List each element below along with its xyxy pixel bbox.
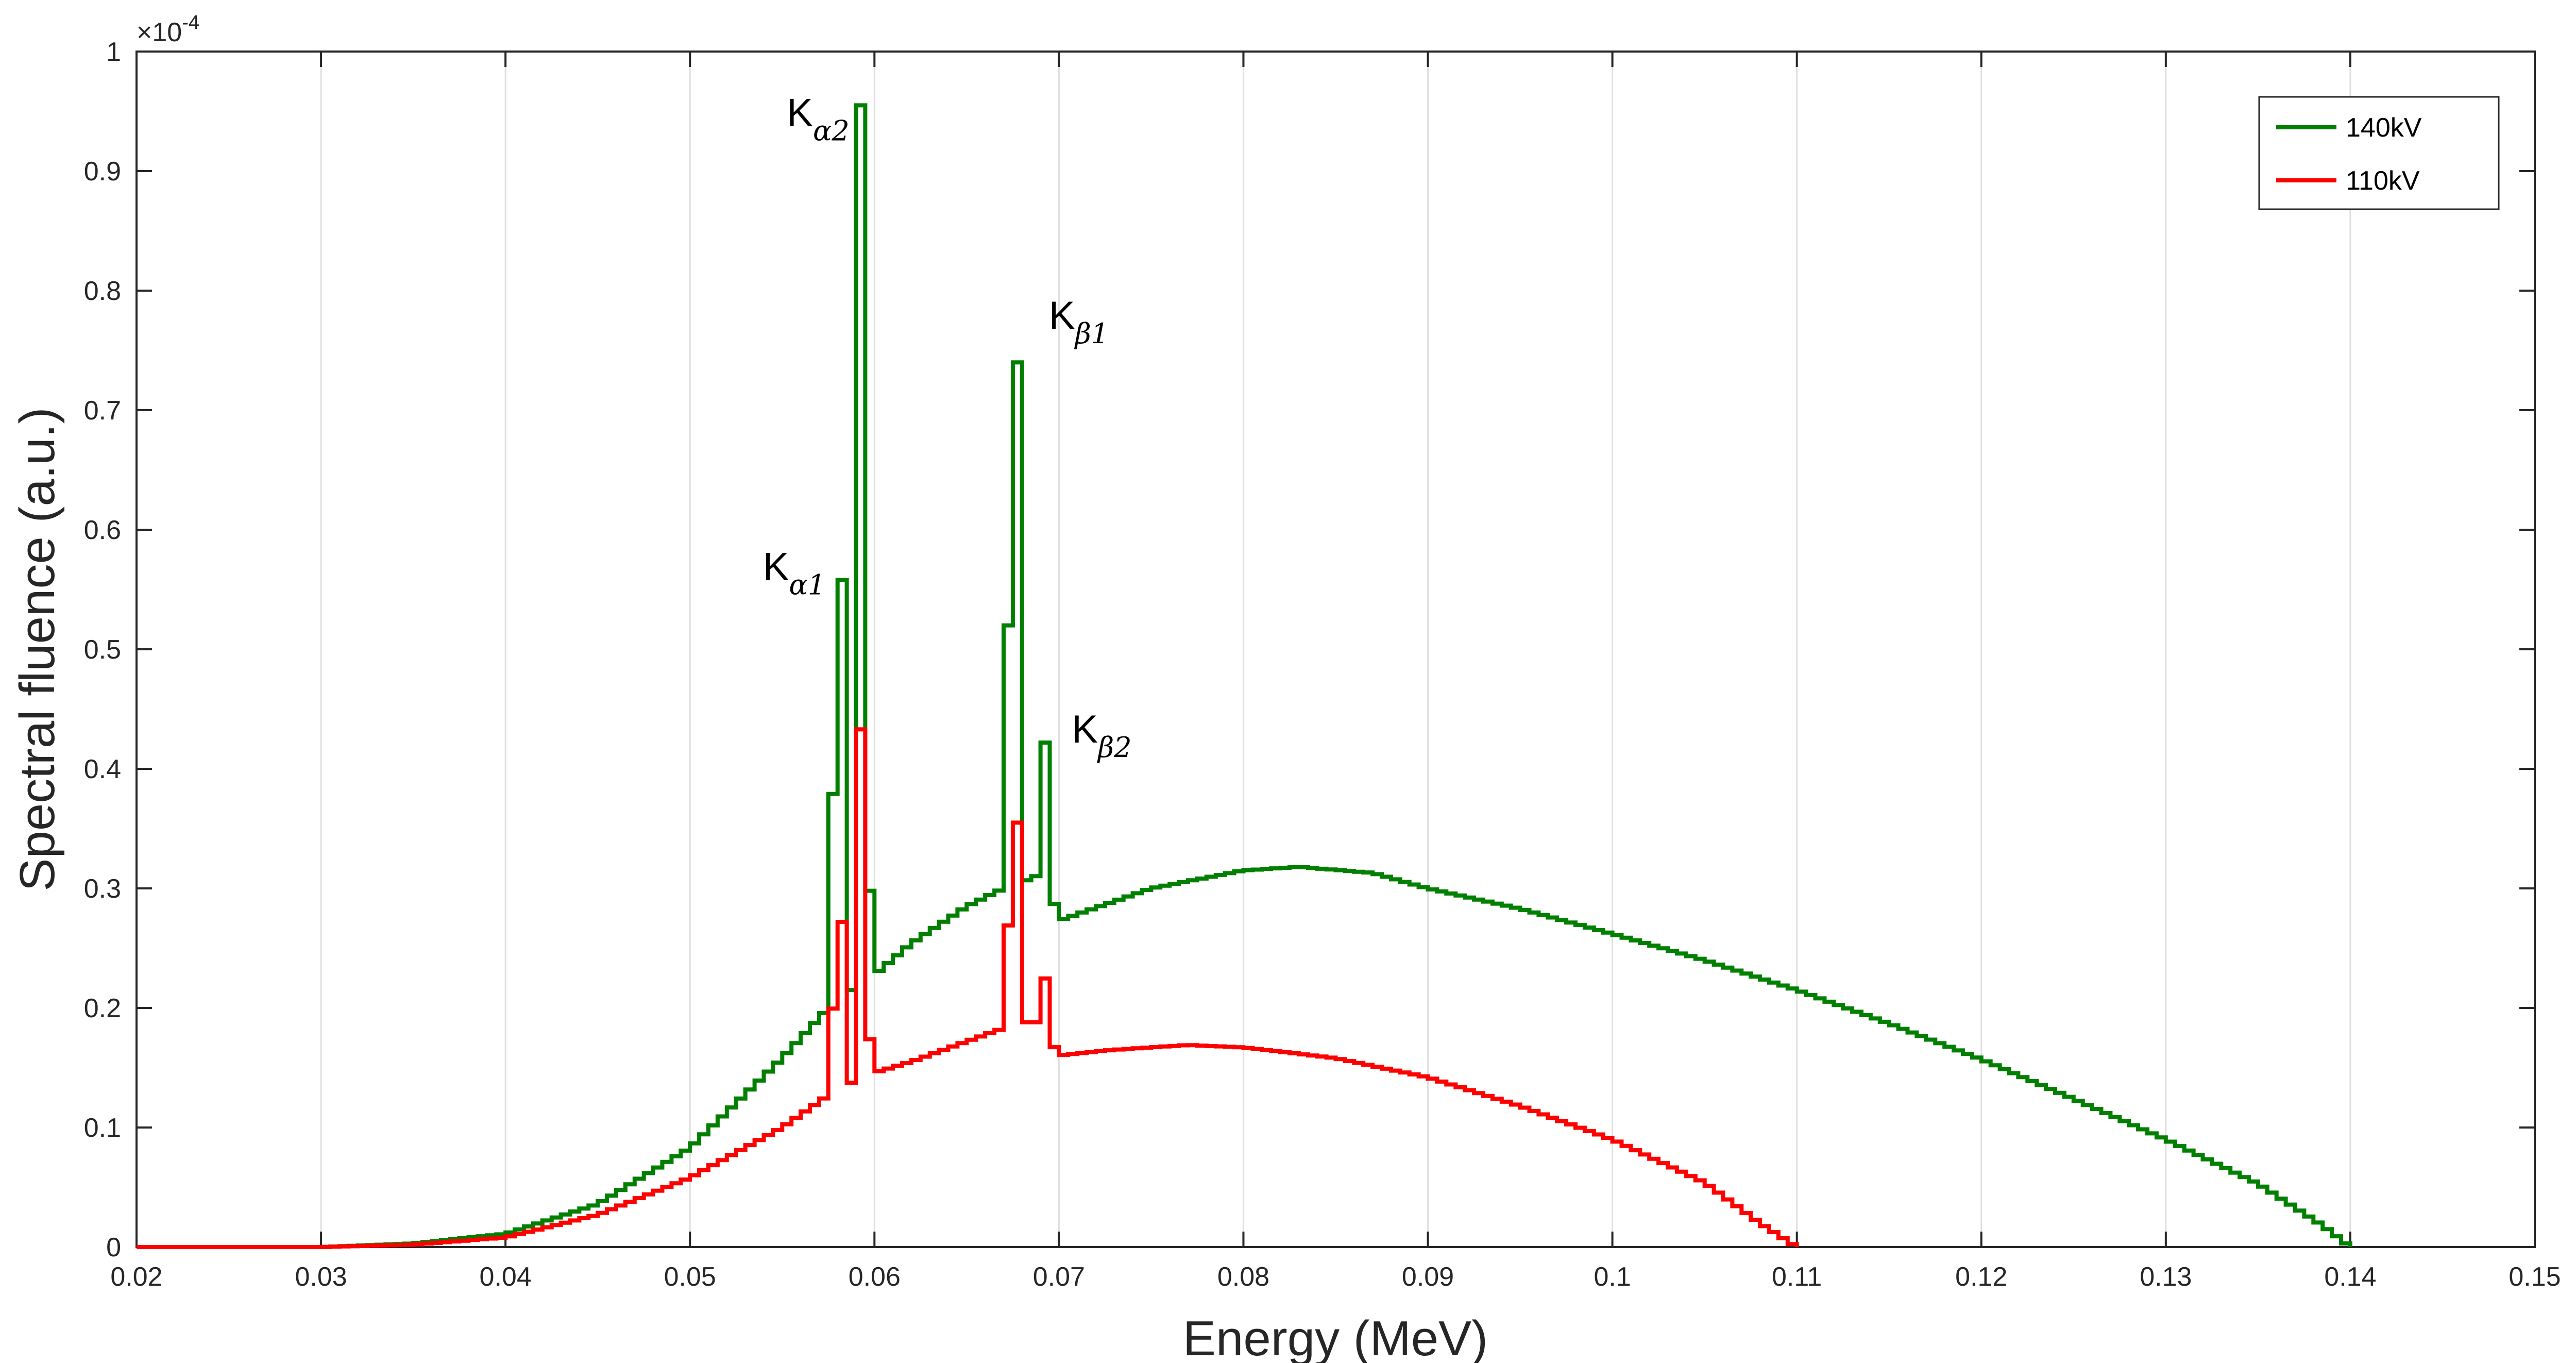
y-tick-label: 0.1: [84, 1113, 121, 1143]
x-tick-label: 0.06: [849, 1262, 901, 1292]
y-multiplier: ×10-4: [137, 12, 199, 47]
peak-label: Kα1: [763, 545, 826, 601]
axis-ticks: 0.02 0.03 0.04 0.05 0.06 0.07 0.08 0.09 0.1 0.11 0…: [84, 37, 2561, 1292]
grid-lines: [320, 52, 2351, 1247]
peak-label: Kβ2: [1072, 708, 1131, 764]
y-tick-label: 1: [106, 37, 121, 67]
series-line-110kv: [137, 727, 1799, 1249]
x-tick-label: 0.13: [2140, 1262, 2192, 1292]
x-tick-label: 0.11: [1772, 1262, 1822, 1292]
x-tick-label: 0.03: [295, 1262, 347, 1292]
legend-box: [2258, 96, 2500, 210]
y-tick-label: 0.5: [84, 635, 121, 665]
x-tick-label: 0.05: [664, 1262, 716, 1292]
peak-label: Kα2: [787, 91, 850, 147]
y-tick-label: 0.4: [84, 754, 121, 784]
x-tick-label: 0.14: [2324, 1262, 2376, 1292]
x-tick-label: 0.15: [2509, 1262, 2561, 1292]
y-tick-label: 0: [106, 1233, 121, 1263]
y-tick-label: 0.2: [84, 994, 121, 1023]
y-tick-label: 0.8: [84, 276, 121, 306]
peak-label: Kβ1: [1049, 294, 1109, 350]
x-tick-label: 0.12: [1955, 1262, 2007, 1292]
legend: 140kV 110kV: [2258, 96, 2500, 210]
x-tick-label: 0.04: [480, 1262, 532, 1292]
x-tick-label: 0.1: [1594, 1262, 1631, 1292]
y-tick-label: 0.6: [84, 515, 121, 545]
y-tick-label: 0.9: [84, 157, 121, 187]
x-axis-title: Energy (MeV): [1183, 1311, 1488, 1363]
y-axis-title: Spectral fluence (a.u.): [10, 407, 65, 891]
y-tick-label: 0.3: [84, 874, 121, 904]
legend-label-110kv: 110kV: [2346, 166, 2420, 196]
x-tick-label: 0.08: [1217, 1262, 1269, 1292]
x-tick-label: 0.09: [1402, 1262, 1454, 1292]
y-tick-label: 0.7: [84, 396, 121, 426]
legend-label-140kv: 140kV: [2346, 113, 2422, 143]
series-line-140kv: [137, 103, 2352, 1249]
series-lines: [137, 103, 2352, 1249]
x-tick-label: 0.07: [1033, 1262, 1085, 1292]
x-tick-label: 0.02: [110, 1262, 162, 1292]
peak-annotations: Kα2 Kα1 Kβ1 Kβ2: [763, 91, 1132, 764]
